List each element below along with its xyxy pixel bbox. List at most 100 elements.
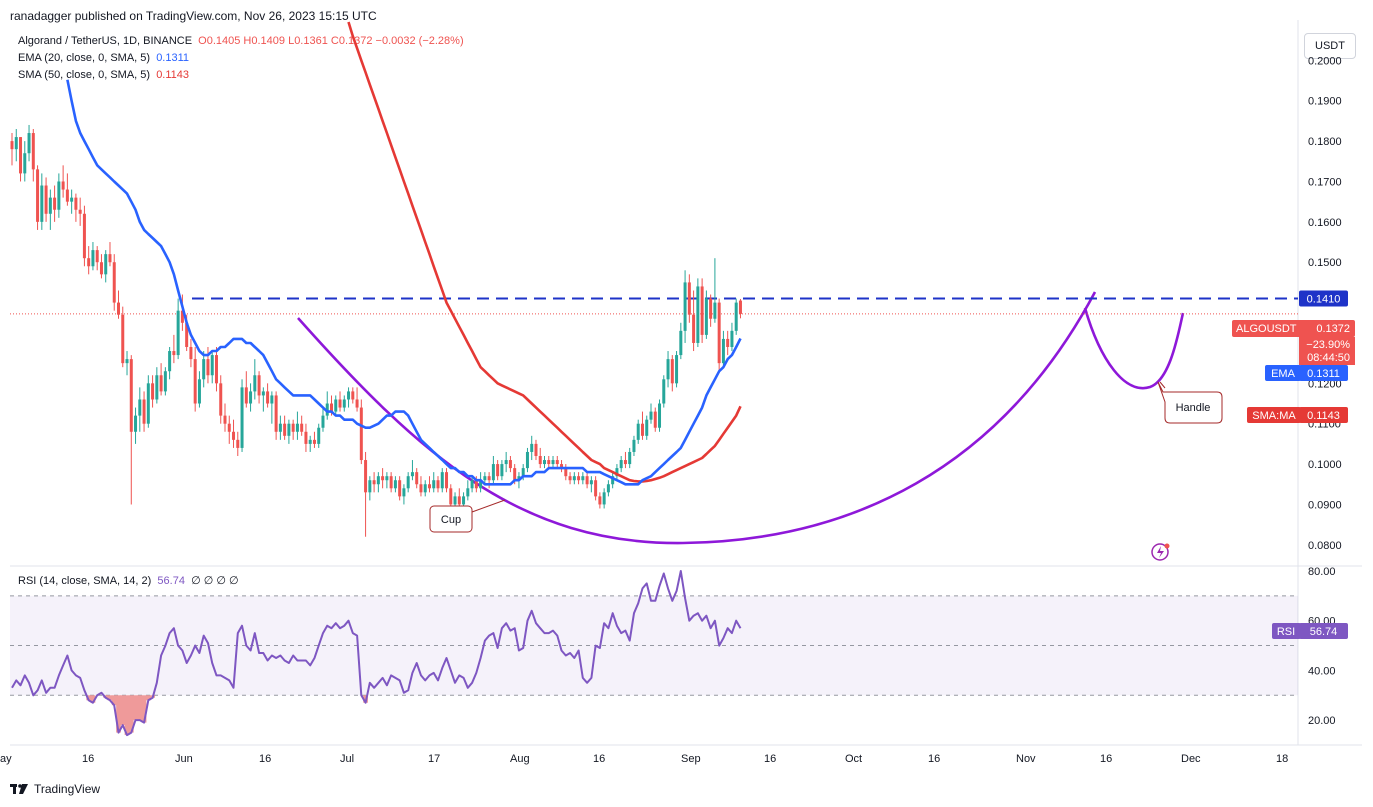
candle-body <box>406 476 410 489</box>
candle-body <box>679 330 683 356</box>
candle-body <box>474 480 478 489</box>
candle-body <box>159 375 163 392</box>
candle-body <box>74 197 78 210</box>
candle <box>381 468 385 489</box>
candle <box>427 476 431 493</box>
candle-body <box>334 399 338 412</box>
ema-value: 0.1311 <box>156 52 190 64</box>
time-tick-label: 16 <box>593 753 605 765</box>
candle-body <box>180 310 184 323</box>
candle-body <box>555 460 559 465</box>
candle-body <box>534 443 538 456</box>
candle <box>278 415 282 440</box>
candle-body <box>581 476 585 481</box>
candle-body <box>713 302 717 319</box>
candle-body <box>658 403 662 428</box>
rsi-label: RSI (14, close, SMA, 14, 2) <box>18 575 152 587</box>
candle <box>151 375 155 408</box>
candle <box>347 387 351 408</box>
candle <box>734 298 738 335</box>
candle <box>142 391 146 432</box>
candle <box>704 290 708 339</box>
candle-body <box>730 330 734 347</box>
candle-body <box>249 391 253 404</box>
candle-body <box>721 338 725 364</box>
candle-body <box>31 133 35 170</box>
candle <box>491 456 495 485</box>
sma-value: 0.1143 <box>156 69 190 81</box>
candle <box>10 133 14 166</box>
candle-body <box>687 282 691 315</box>
rsi-tag-value: 56.74 <box>1310 626 1338 638</box>
candle <box>551 456 555 469</box>
candle <box>125 351 129 376</box>
candle-body <box>197 379 201 404</box>
cup-callout-box <box>429 505 473 533</box>
candle-body <box>244 387 248 404</box>
candle-body <box>615 468 619 477</box>
candle-body <box>227 423 231 432</box>
candle-body <box>57 181 61 210</box>
symbol-tag-price: 0.1372 <box>1316 323 1350 335</box>
candle <box>219 375 223 424</box>
price-tick-label: 0.0800 <box>1308 540 1342 552</box>
candle-body <box>734 302 738 331</box>
candle-body <box>628 451 632 465</box>
candle <box>457 488 461 509</box>
candle <box>172 334 176 364</box>
time-tick-label: ay <box>0 753 12 765</box>
candle-body <box>602 492 606 505</box>
resistance-tag-bg <box>1299 290 1348 307</box>
candle <box>134 407 138 444</box>
cup-pattern-curve <box>297 291 1097 545</box>
footer-brand[interactable]: TradingView <box>10 782 100 796</box>
candle-body <box>104 254 108 275</box>
candle-body <box>287 423 291 436</box>
candle-body <box>393 480 397 489</box>
candle <box>159 363 163 396</box>
candle <box>129 355 133 505</box>
candle-body <box>146 383 150 424</box>
candle-body <box>325 403 329 416</box>
candle-body <box>82 213 86 259</box>
candle-body <box>410 472 414 477</box>
candle-body <box>508 460 512 469</box>
time-tick-label: Jul <box>340 753 354 765</box>
currency-button[interactable]: USDT <box>1304 33 1356 59</box>
candle-body <box>538 456 542 465</box>
candle-body <box>312 439 316 444</box>
candle-body <box>155 375 159 400</box>
candle <box>683 270 687 343</box>
candle-body <box>44 185 48 214</box>
candle <box>376 472 380 493</box>
candle-body <box>692 314 696 343</box>
candle <box>419 476 423 497</box>
candle-body <box>649 411 653 420</box>
candle <box>283 415 287 440</box>
time-tick-label: Dec <box>1181 753 1201 765</box>
candle <box>312 431 316 448</box>
candle <box>342 395 346 412</box>
candle <box>31 129 35 182</box>
cup-callout-label: Cup <box>441 514 461 526</box>
sma-tag-value: 0.1143 <box>1307 410 1340 422</box>
candle-body <box>385 476 389 481</box>
candle <box>594 476 598 501</box>
candle-body <box>547 460 551 465</box>
time-tick-label: Sep <box>681 753 701 765</box>
candle-body <box>317 427 321 444</box>
footer-brand-text: TradingView <box>34 782 101 796</box>
candle-body <box>10 141 14 150</box>
candle <box>291 419 295 440</box>
candle <box>393 476 397 493</box>
candle <box>117 290 120 319</box>
candle <box>36 165 40 230</box>
candle-body <box>129 359 133 432</box>
candle <box>91 242 95 271</box>
rsi-tag-name: RSI <box>1277 626 1295 638</box>
candle <box>155 367 159 404</box>
candle-body <box>176 310 180 356</box>
candle <box>99 254 103 279</box>
candle-body <box>142 399 146 424</box>
